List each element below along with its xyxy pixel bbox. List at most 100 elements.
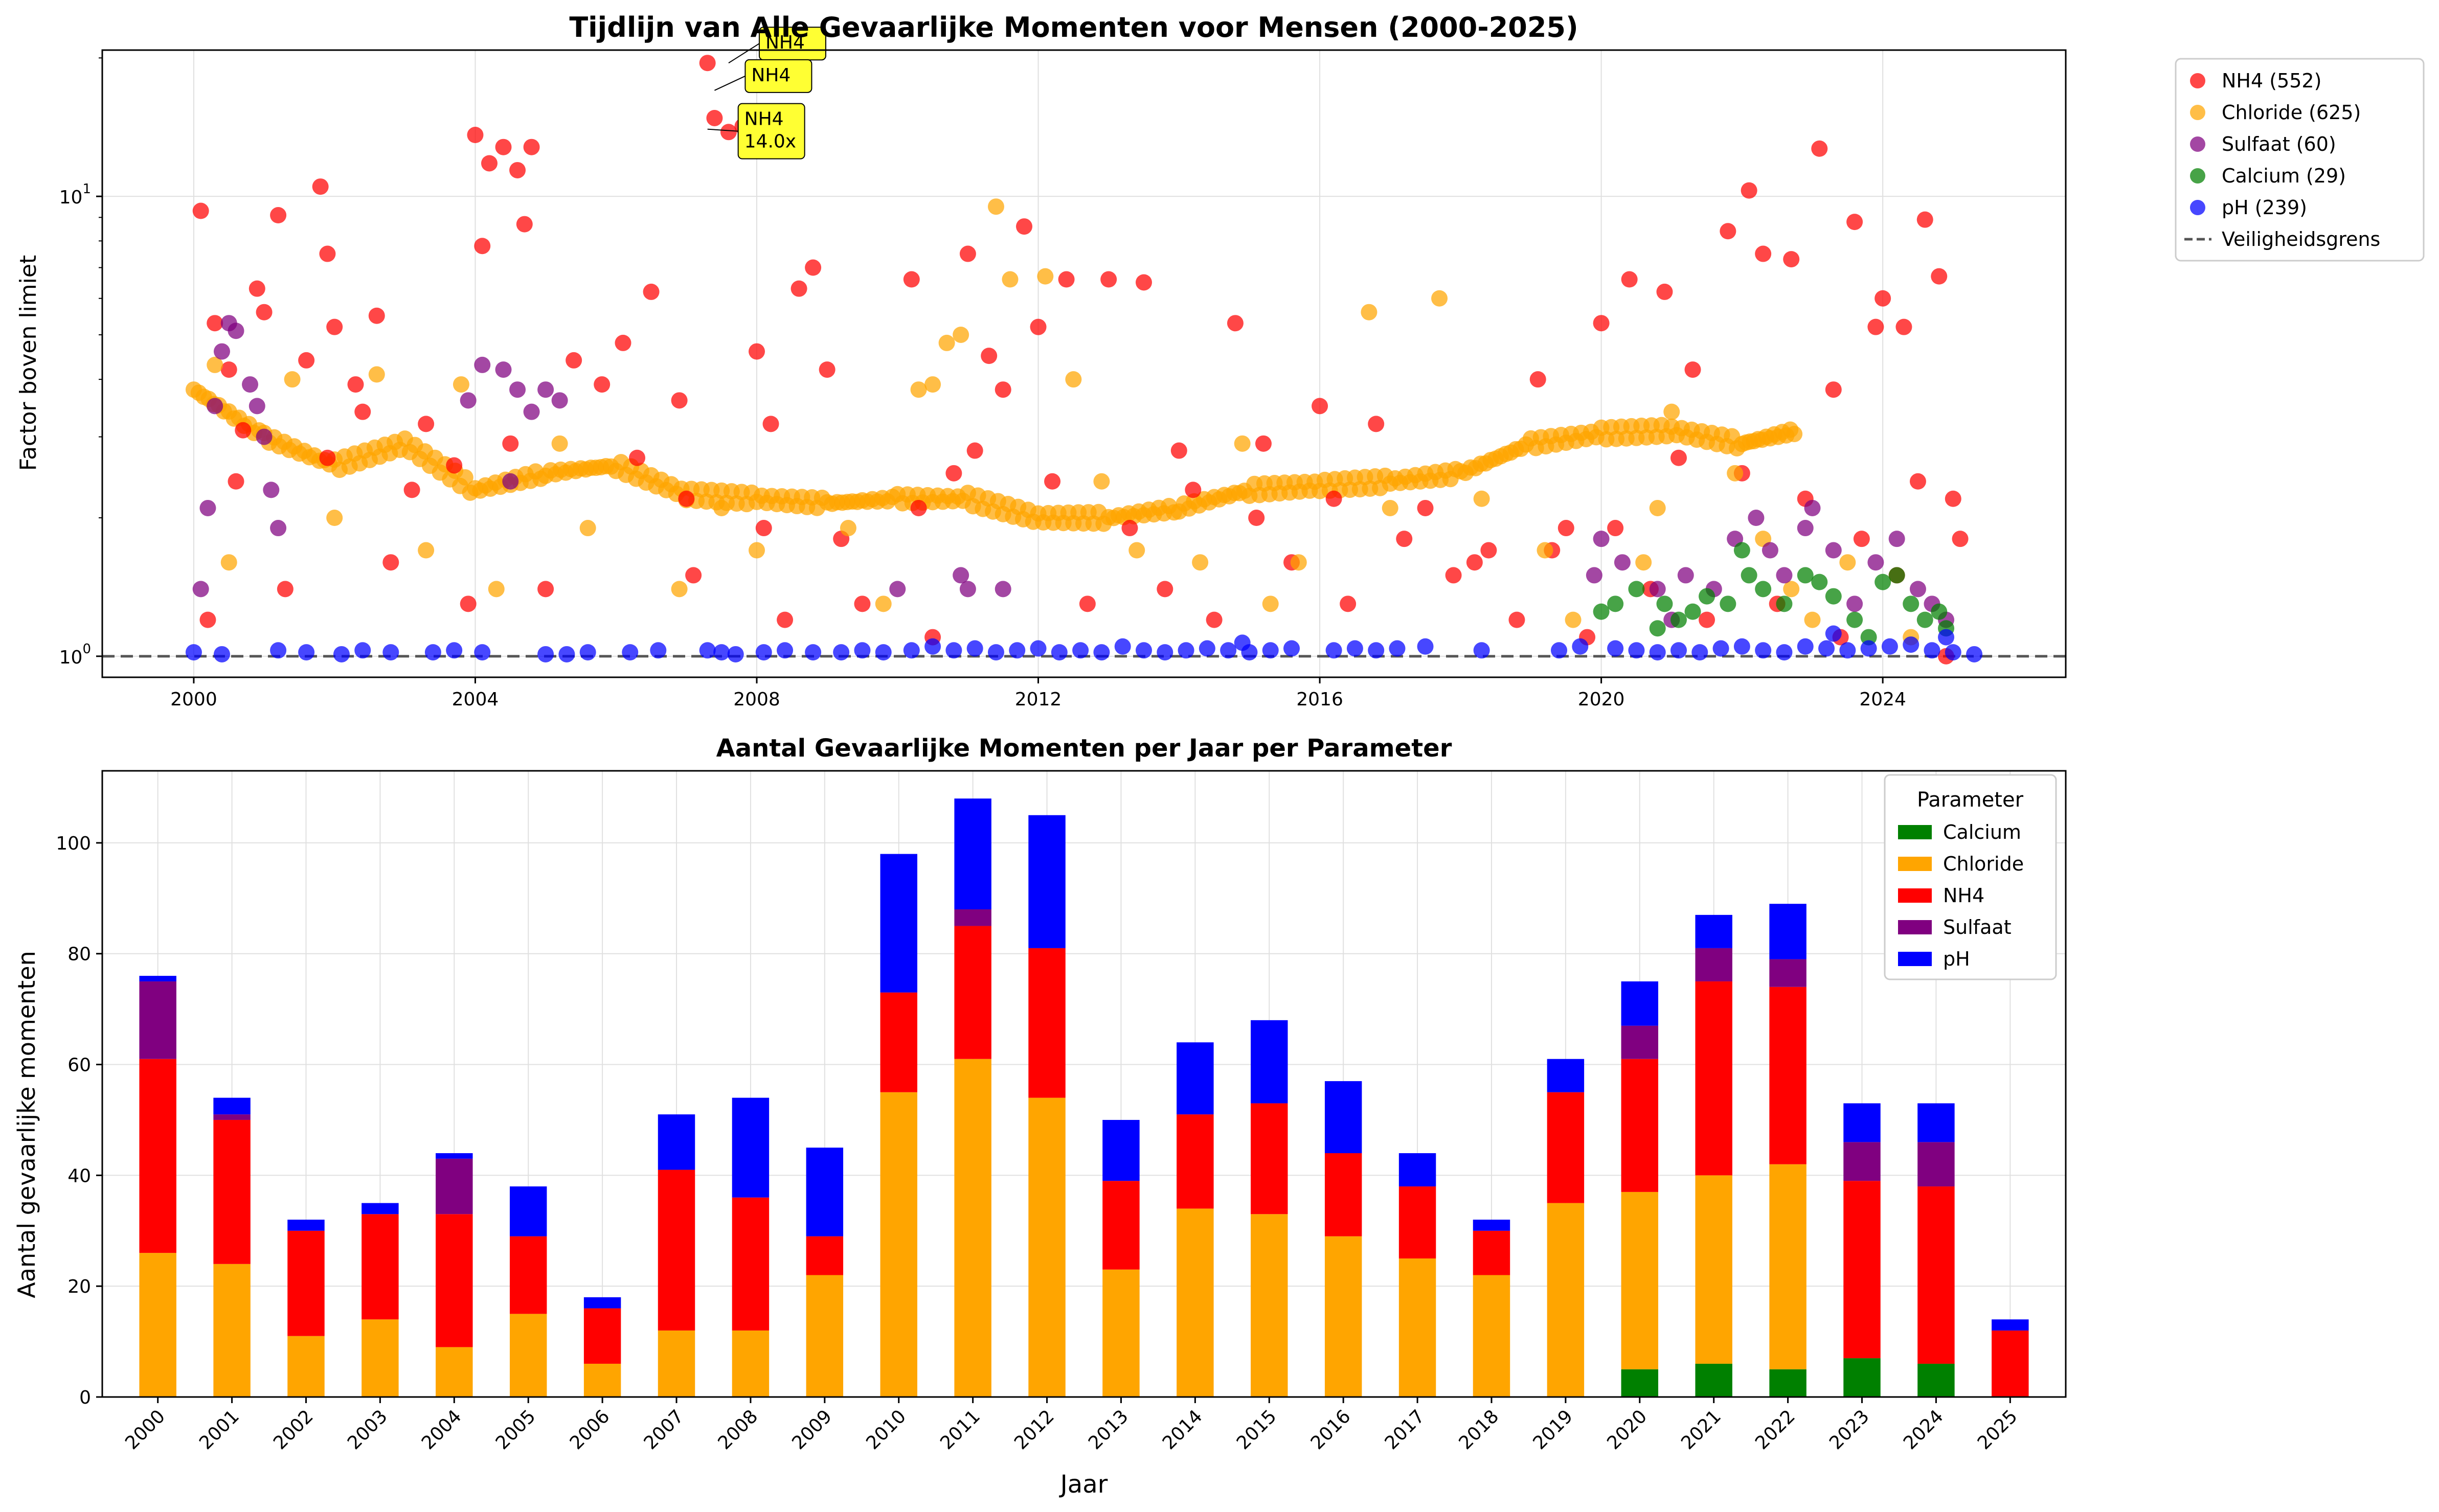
nh4-point	[516, 216, 533, 233]
nh4-point	[1853, 531, 1870, 547]
sulfaat-point	[199, 499, 216, 516]
nh4-point	[749, 343, 765, 360]
nh4-point	[235, 422, 252, 439]
nh4-point	[1670, 449, 1687, 466]
chloride-point	[488, 581, 505, 598]
bar-segment-ph	[139, 976, 176, 981]
chloride-point	[840, 520, 856, 537]
ph-point	[699, 642, 716, 659]
bar-segment-nh4	[1769, 987, 1806, 1164]
bar-segment-chloride	[1473, 1275, 1510, 1397]
x-tick-label: 2020	[1578, 689, 1625, 710]
bar-segment-chloride	[1695, 1175, 1732, 1364]
bar-segment-ph	[509, 1186, 547, 1236]
nh4-point	[481, 155, 498, 172]
ph-point	[333, 646, 350, 662]
bar-segment-ph	[1695, 914, 1732, 948]
nh4-point	[1016, 218, 1033, 235]
nh4-point	[1916, 211, 1933, 228]
chloride-point	[418, 542, 435, 559]
bar-segment-ph	[1324, 1081, 1362, 1154]
nh4-point	[566, 352, 582, 369]
nh4-point	[467, 127, 484, 144]
calcium-point	[1699, 588, 1715, 605]
y-tick-label: 0	[79, 1387, 91, 1408]
bar-segment-ph	[436, 1153, 473, 1159]
bar-segment-ph	[362, 1203, 399, 1215]
bar-segment-ph	[287, 1220, 325, 1231]
chloride-point	[1635, 554, 1652, 571]
bar-segment-ph	[213, 1097, 251, 1115]
nh4-point	[819, 361, 835, 378]
legend-label: Chloride	[1943, 853, 2024, 875]
ph-point	[537, 646, 554, 662]
ph-point	[1325, 642, 1342, 659]
nh4-point	[1607, 520, 1624, 537]
nh4-point	[966, 442, 983, 459]
ph-point	[424, 644, 441, 661]
nh4-point	[995, 381, 1011, 398]
bar-chart-title: Aantal Gevaarlijke Momenten per Jaar per…	[716, 734, 1452, 763]
sulfaat-point	[256, 428, 273, 445]
ph-point	[903, 642, 920, 659]
nh4-point	[678, 490, 695, 507]
nh4-point	[910, 499, 927, 516]
nh4-point	[854, 595, 871, 612]
sulfaat-point	[502, 473, 519, 490]
bar-segment-chloride	[1102, 1269, 1140, 1397]
ph-point	[1051, 644, 1068, 661]
y-tick-label: 20	[67, 1276, 91, 1297]
bar-x-axis-label: Jaar	[1059, 1470, 1108, 1499]
nh4-point	[1135, 274, 1152, 291]
nh4-point	[805, 259, 822, 276]
nh4-point	[1557, 520, 1574, 537]
bar-segment-nh4	[880, 992, 917, 1092]
calcium-point	[1846, 611, 1863, 628]
bar-segment-chloride	[806, 1275, 844, 1397]
chloride-point	[1002, 271, 1019, 288]
bar-segment-ph	[806, 1148, 844, 1236]
nh4-point	[523, 139, 540, 155]
legend-label: NH4	[1943, 884, 1984, 907]
chloride-point	[551, 435, 568, 452]
nh4-point	[495, 139, 512, 155]
nh4-point	[319, 245, 336, 262]
bar-segment-ph	[1102, 1119, 1140, 1181]
ph-point	[805, 644, 822, 661]
bar-segment-chloride	[658, 1330, 695, 1397]
bar-segment-chloride	[1251, 1214, 1288, 1397]
sulfaat-point	[474, 356, 491, 373]
sulfaat-point	[1593, 531, 1610, 547]
sulfaat-point	[1909, 581, 1926, 598]
bar-segment-calcium	[1621, 1369, 1659, 1397]
sulfaat-point	[1748, 510, 1765, 526]
ph-point	[579, 644, 596, 661]
ph-point	[1417, 638, 1434, 655]
x-tick-label: 2008	[733, 689, 780, 710]
nh4-point	[1170, 442, 1187, 459]
nh4-point	[537, 581, 554, 598]
sulfaat-point	[228, 323, 244, 339]
nh4-point	[270, 207, 287, 224]
bar-segment-nh4	[732, 1197, 770, 1331]
nh4-point	[502, 435, 519, 452]
bar-segment-sulfaat	[1695, 948, 1732, 981]
nh4-point	[1058, 271, 1075, 288]
ph-point	[1776, 644, 1793, 661]
chloride-point	[1128, 542, 1145, 559]
calcium-point	[1903, 595, 1919, 612]
chloride-point	[1565, 611, 1582, 628]
chloride-point	[284, 371, 301, 388]
ph-point	[1030, 640, 1047, 657]
bar-segment-nh4	[1251, 1103, 1288, 1215]
bar-segment-nh4	[1028, 948, 1066, 1098]
bar-segment-nh4	[1695, 981, 1732, 1176]
legend-swatch	[1898, 888, 1932, 903]
chloride-point	[671, 581, 688, 598]
calcium-point	[1649, 620, 1666, 637]
ph-point	[1346, 640, 1363, 657]
bar-segment-chloride	[880, 1092, 917, 1397]
ph-point	[945, 642, 962, 659]
bar-segment-sulfaat	[213, 1114, 251, 1120]
ph-point	[1797, 638, 1814, 655]
